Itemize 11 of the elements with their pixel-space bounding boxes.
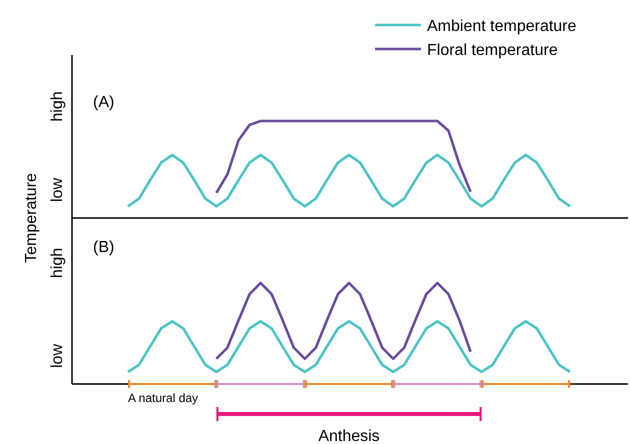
legend-label: Ambient temperature: [427, 18, 577, 35]
text: low: [49, 344, 66, 368]
text: Anthesis: [318, 428, 380, 444]
text: high: [49, 91, 66, 122]
legend-label: Floral temperature: [427, 42, 558, 59]
text: A natural day: [128, 391, 198, 405]
y-axis-title: Temperature: [23, 172, 40, 263]
text: high: [49, 248, 66, 278]
text: (B): [93, 239, 114, 256]
text: low: [49, 178, 66, 202]
text: (A): [93, 94, 114, 111]
